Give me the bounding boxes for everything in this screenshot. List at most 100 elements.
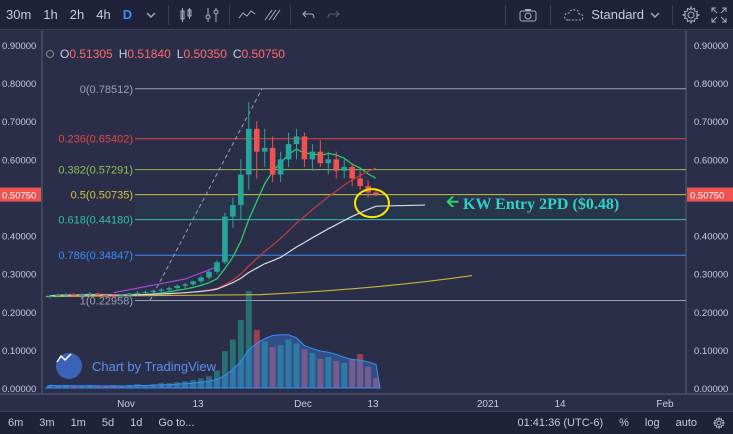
candle-body (293, 136, 300, 145)
candle-body (222, 216, 228, 263)
volume-bar (245, 291, 252, 388)
fib-band (135, 194, 686, 220)
goto-button[interactable]: Go to... (158, 417, 195, 429)
y-tick-label-left: 0.60000 (2, 155, 36, 166)
candle-body (86, 293, 93, 295)
plot-background (42, 31, 686, 394)
volume-bar (70, 386, 77, 388)
candle-body (71, 294, 77, 296)
chart-style-select[interactable]: Standard (555, 7, 668, 22)
candles-icon[interactable] (173, 0, 199, 30)
x-tick-label: Feb (656, 399, 674, 410)
range-1d[interactable]: 1d (130, 417, 143, 429)
volume-bar (62, 385, 69, 388)
indicators-icon[interactable] (199, 0, 225, 30)
settings-icon[interactable] (705, 412, 733, 434)
interval-1h[interactable]: 1h (43, 7, 58, 22)
clock-display[interactable]: 01:41:36 (UTC-6) (517, 417, 604, 429)
tradingview-watermark[interactable]: Chart by TradingView (56, 353, 216, 379)
volume-bar (261, 341, 268, 388)
x-tick-label: 14 (554, 399, 566, 410)
y-tick-label-right: 0.30000 (694, 270, 728, 281)
candle-body (333, 159, 340, 171)
kw-entry-label: KW Entry 2PD ($0.48) (463, 195, 620, 213)
bottom-bar: 6m 3m 1m 5d 1d Go to... 01:41:36 (UTC-6)… (0, 411, 733, 434)
range-5d[interactable]: 5d (101, 417, 115, 429)
y-tick-label-right: 0.20000 (694, 308, 728, 319)
volume-bar (134, 384, 141, 388)
volume-bar (118, 386, 125, 388)
volume-bar (166, 383, 173, 388)
fib-level-label: 0(0.78512) (80, 84, 133, 96)
candle-body (285, 144, 292, 160)
high-label: H (118, 47, 128, 61)
ohlc-legend: O0.51305 H0.51840 L0.50350 C0.50750 (46, 47, 285, 61)
range-6m[interactable]: 6m (8, 417, 24, 429)
volume-bar (357, 354, 364, 388)
candle-body (269, 147, 276, 175)
volume-bar (309, 353, 316, 388)
chart-area[interactable]: 0.90000 0.90000 0.80000 0.80000 0.70000 0.700… (0, 31, 733, 410)
last-price-tag-right (687, 187, 733, 202)
fib-level-label: 0.786(0.34847) (58, 250, 133, 262)
percent-toggle[interactable]: % (619, 417, 629, 429)
interval-30m[interactable]: 30m (6, 7, 32, 22)
price-chart[interactable]: 0.90000 0.90000 0.80000 0.80000 0.70000 0.700… (0, 31, 733, 411)
y-tick-label-left: 0.90000 (2, 41, 36, 52)
candle-body (150, 290, 157, 292)
toolbar-divider (550, 4, 552, 25)
undo-icon[interactable] (295, 0, 321, 30)
candle-body (357, 178, 363, 187)
candle-body (198, 277, 204, 282)
toolbar-divider (672, 4, 673, 25)
candle-body (230, 205, 236, 217)
redo-icon[interactable] (321, 0, 347, 30)
candle-body (190, 281, 196, 285)
volume-bar (349, 358, 356, 388)
x-tick-label: 2021 (477, 399, 500, 410)
range-3m[interactable]: 3m (39, 417, 55, 429)
y-tick-label-left: 0.20000 (2, 308, 36, 319)
templates-icon[interactable] (260, 0, 286, 30)
volume-bar (253, 329, 260, 388)
camera-icon[interactable] (510, 0, 546, 30)
range-1m[interactable]: 1m (70, 417, 86, 429)
log-toggle[interactable]: log (644, 417, 660, 429)
open-value: 0.51305 (69, 47, 113, 61)
candle-body (253, 128, 260, 152)
volume-bar (110, 385, 117, 388)
candle-body (182, 284, 188, 286)
compare-icon[interactable] (234, 0, 260, 30)
x-tick-label: Nov (117, 399, 135, 410)
chevron-down-icon[interactable] (138, 0, 164, 30)
low-value: 0.50350 (183, 47, 227, 61)
y-tick-label-right: 0.00000 (694, 384, 728, 395)
volume-bar (47, 385, 53, 388)
candle-body (206, 271, 212, 278)
volume-bar (54, 386, 61, 388)
volume-bar (190, 380, 197, 388)
candle-body (126, 293, 133, 296)
candle-body (102, 295, 109, 297)
last-price-label-left: 0.50750 (2, 191, 36, 202)
candle-body (166, 288, 173, 290)
interval-2h[interactable]: 2h (69, 7, 85, 22)
candle-body (55, 295, 61, 297)
volume-bar (182, 381, 189, 388)
y-tick-label-right: 0.10000 (694, 346, 728, 357)
auto-toggle[interactable]: auto (675, 417, 697, 429)
interval-d[interactable]: D (122, 7, 133, 22)
candle-body (118, 295, 125, 297)
volume-bar (158, 383, 165, 388)
fullscreen-icon[interactable] (705, 0, 733, 30)
interval-4h[interactable]: 4h (96, 7, 111, 22)
candle-body (261, 147, 268, 152)
volume-bar (221, 351, 228, 388)
volume-bar (285, 339, 292, 388)
gear-icon[interactable] (677, 0, 705, 30)
volume-bar (206, 376, 212, 388)
y-tick-label-left: 0.70000 (2, 117, 36, 128)
y-tick-label-right: 0.80000 (694, 79, 728, 90)
x-tick-label: 13 (192, 399, 204, 410)
chart-style-label: Standard (591, 7, 644, 22)
